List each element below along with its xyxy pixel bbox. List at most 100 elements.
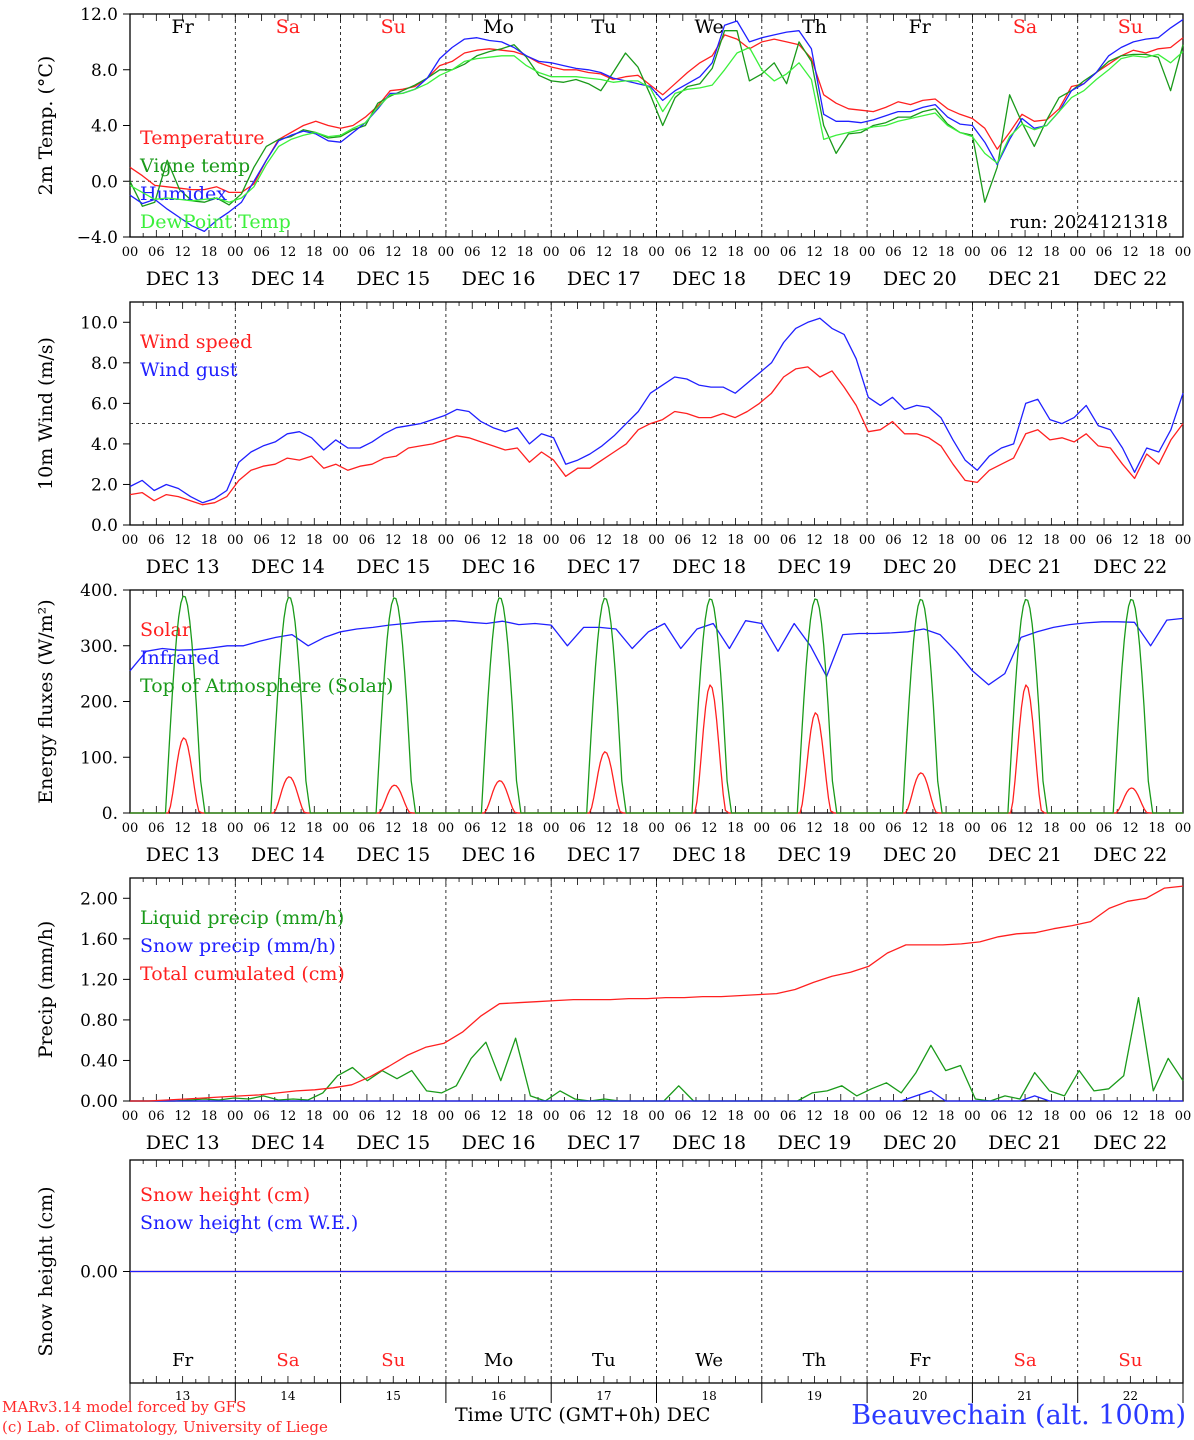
hour-tick-label: 12 (1017, 533, 1034, 548)
hour-tick-label: 12 (701, 245, 718, 260)
hour-tick-label: 00 (122, 245, 139, 260)
legend-entry: Wind gust (140, 359, 238, 381)
date-label: DEC 16 (462, 1132, 536, 1154)
hour-tick-label: 00 (859, 245, 876, 260)
day-name-label: Th (802, 16, 827, 38)
day-name-label: Sa (276, 1350, 299, 1371)
legend-entry: DewPoint Temp (140, 211, 291, 233)
date-label: DEC 18 (672, 556, 746, 578)
day-name-label: Sa (1014, 1350, 1037, 1371)
hour-tick-label: 18 (938, 821, 955, 836)
panel-1: 00 06 12 18 00 06 12 18 00 06 12 18 00 06 12 18 00 06 12 18… (35, 5, 1191, 290)
hour-tick-label: 06 (990, 533, 1007, 548)
hour-tick-label: 12 (490, 533, 507, 548)
hour-tick-label: 00 (332, 821, 349, 836)
hour-tick-label: 12 (490, 1109, 507, 1124)
hour-tick-label: 18 (938, 533, 955, 548)
hour-tick-label: 00 (332, 1109, 349, 1124)
hour-tick-label: 12 (596, 1109, 613, 1124)
day-name-label: Fr (909, 1350, 930, 1371)
date-label: DEC 15 (356, 268, 430, 290)
hour-tick-label: 12 (490, 821, 507, 836)
hour-tick-label: 06 (359, 533, 376, 548)
hour-tick-label: 18 (1043, 821, 1060, 836)
day-number-label: 14 (280, 1389, 296, 1403)
hour-tick-label: 00 (648, 1109, 665, 1124)
hour-tick-label: 12 (1017, 245, 1034, 260)
station-name: Beauvechain (alt. 100m) (851, 1400, 1186, 1431)
hour-tick-label: 00 (1175, 821, 1192, 836)
y-tick-label: 0.0 (91, 172, 118, 192)
hour-tick-label: 06 (464, 1109, 481, 1124)
hour-tick-label: 00 (543, 1109, 560, 1124)
hour-tick-label: 00 (227, 245, 244, 260)
hour-tick-label: 18 (1043, 245, 1060, 260)
series-line-wind-gust (129, 317, 1184, 504)
hour-tick-label: 18 (411, 821, 428, 836)
date-label: DEC 15 (356, 1132, 430, 1154)
date-label: DEC 20 (883, 268, 957, 290)
series-line-humidex (129, 19, 1184, 233)
panel-2: 00 06 12 18 00 06 12 18 00 06 12 18 00 06 12 18 00 06 12 18… (35, 301, 1191, 578)
y-tick-label: 0.40 (80, 1051, 118, 1071)
hour-tick-label: 06 (253, 245, 270, 260)
hour-tick-label: 06 (990, 1109, 1007, 1124)
y-tick-label: 0.0 (91, 516, 118, 536)
hour-tick-label: 00 (754, 1109, 771, 1124)
panel-3: 00 06 12 18 00 06 12 18 00 06 12 18 00 06 12 18 00 06 12 18… (35, 581, 1191, 866)
hour-tick-label: 00 (964, 245, 981, 260)
y-tick-label: 8.0 (91, 61, 118, 81)
hour-tick-label: 00 (648, 245, 665, 260)
y-tick-label: 300. (80, 637, 118, 657)
hour-tick-label: 06 (253, 1109, 270, 1124)
day-number-label: 20 (912, 1389, 927, 1403)
series-line-infrared (129, 617, 1184, 686)
date-label: DEC 19 (778, 556, 852, 578)
hour-tick-label: 12 (1017, 1109, 1034, 1124)
day-name-label: Tu (591, 16, 616, 38)
day-number-label: 22 (1123, 1389, 1138, 1403)
hour-tick-label: 06 (675, 1109, 692, 1124)
day-name-label: Mo (483, 16, 514, 38)
series-line-top-of-atmosphere-solar- (130, 595, 1183, 814)
day-number-label: 21 (1017, 1389, 1032, 1403)
panel-5: 0.00 Snow height (cm) Snow height (cm) Snow… (35, 1159, 1184, 1403)
hour-tick-label: 06 (675, 533, 692, 548)
day-name-label: We (695, 16, 724, 38)
date-label: DEC 16 (462, 844, 536, 866)
hour-tick-label: 06 (780, 1109, 797, 1124)
hour-tick-label: 18 (411, 533, 428, 548)
hour-tick-label: 18 (517, 533, 534, 548)
hour-tick-label: 06 (990, 245, 1007, 260)
hour-tick-label: 18 (833, 245, 850, 260)
hour-tick-label: 06 (1096, 245, 1113, 260)
hour-tick-label: 00 (122, 533, 139, 548)
hour-tick-label: 06 (359, 245, 376, 260)
day-name-label: Su (1118, 1350, 1142, 1371)
series-line-vigne-temp (129, 30, 1184, 207)
hour-tick-label: 06 (569, 245, 586, 260)
hour-tick-label: 12 (806, 821, 823, 836)
hour-tick-label: 06 (464, 533, 481, 548)
date-label: DEC 16 (462, 268, 536, 290)
hour-tick-label: 18 (833, 821, 850, 836)
hour-tick-label: 06 (885, 1109, 902, 1124)
series-line-liquid-precip-mm-h- (130, 996, 1184, 1102)
hour-tick-label: 06 (148, 533, 165, 548)
hour-tick-label: 18 (1148, 821, 1165, 836)
date-label: DEC 17 (567, 556, 641, 578)
plot-frame (129, 589, 1184, 814)
hour-tick-label: 00 (859, 1109, 876, 1124)
hour-tick-label: 12 (174, 821, 191, 836)
hour-tick-label: 18 (727, 1109, 744, 1124)
y-tick-label: 0.00 (80, 1092, 118, 1112)
hour-tick-label: 18 (1043, 1109, 1060, 1124)
hour-tick-label: 18 (622, 245, 639, 260)
hour-tick-label: 00 (964, 821, 981, 836)
legend-entry: Temperature (140, 127, 264, 149)
y-tick-label: 200. (80, 693, 118, 713)
hour-tick-label: 12 (806, 245, 823, 260)
legend-entry: Snow height (cm W.E.) (140, 1212, 358, 1234)
run-annotation: run: 2024121318 (1010, 212, 1168, 233)
